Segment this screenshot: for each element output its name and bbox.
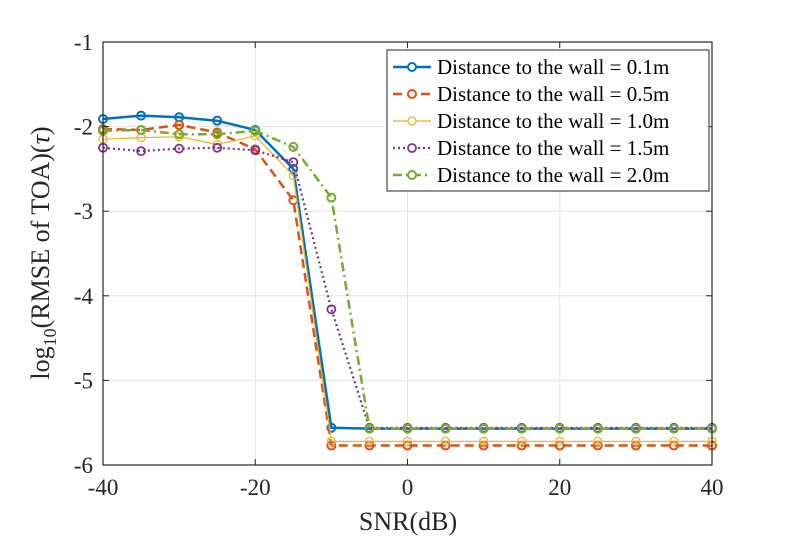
y-tick-label: -5 bbox=[74, 368, 93, 393]
data-point bbox=[440, 436, 451, 446]
legend-label: Distance to the wall = 0.1m bbox=[437, 55, 669, 79]
y-tick-label: -3 bbox=[74, 199, 93, 224]
y-axis-label-main: (RMSE of TOA)( bbox=[26, 144, 55, 328]
data-point bbox=[593, 436, 603, 446]
legend-entry: Distance to the wall = 0.5m bbox=[393, 82, 669, 106]
legend-entry: Distance to the wall = 1.5m bbox=[393, 136, 669, 160]
data-point bbox=[364, 436, 375, 446]
data-point bbox=[479, 436, 489, 446]
data-point bbox=[478, 423, 489, 434]
plot-series bbox=[98, 110, 717, 451]
data-point bbox=[555, 436, 565, 446]
y-tick-label: -1 bbox=[74, 30, 93, 55]
data-point bbox=[668, 423, 679, 434]
legend-entry: Distance to the wall = 2.0m bbox=[393, 163, 669, 187]
legend-marker bbox=[407, 170, 417, 180]
legend-marker bbox=[407, 116, 417, 126]
data-point bbox=[631, 436, 641, 446]
data-point bbox=[250, 125, 261, 136]
legend-marker bbox=[407, 143, 417, 153]
data-point bbox=[136, 146, 146, 157]
y-axis-label-subscript: 10 bbox=[40, 328, 60, 346]
x-axis-label: SNR(dB) bbox=[359, 507, 457, 536]
data-point bbox=[174, 143, 185, 154]
data-point bbox=[136, 124, 147, 135]
y-tick-label: -2 bbox=[74, 115, 93, 140]
data-point bbox=[288, 141, 299, 152]
series-line bbox=[102, 135, 712, 442]
series-5 bbox=[98, 124, 717, 434]
data-point bbox=[212, 139, 222, 149]
data-point bbox=[212, 142, 223, 153]
x-tick-label: -20 bbox=[240, 475, 271, 500]
legend-label: Distance to the wall = 1.5m bbox=[437, 136, 669, 160]
data-point bbox=[402, 436, 413, 446]
legend: Distance to the wall = 0.1m Distance to t… bbox=[386, 49, 710, 192]
data-point bbox=[440, 423, 451, 434]
y-tick-label: -4 bbox=[74, 284, 94, 309]
data-point bbox=[516, 423, 527, 434]
data-point bbox=[517, 436, 527, 446]
data-point bbox=[326, 304, 337, 315]
legend-label: Distance to the wall = 2.0m bbox=[437, 163, 669, 187]
data-point bbox=[669, 436, 679, 446]
data-point bbox=[326, 192, 337, 203]
series-line bbox=[102, 123, 712, 447]
data-point bbox=[326, 436, 336, 446]
x-tick-label: 20 bbox=[548, 475, 571, 500]
series-line bbox=[102, 146, 712, 429]
x-tick-label: 40 bbox=[701, 475, 724, 500]
data-point bbox=[212, 129, 223, 140]
legend-box bbox=[386, 49, 710, 192]
data-point bbox=[136, 110, 147, 121]
axis-ticks: -40 -20 0 20 40 -1 -2 -3 -4 -5 -6 bbox=[74, 30, 724, 500]
legend-entry: Distance to the wall = 0.1m bbox=[393, 55, 669, 79]
data-point bbox=[174, 129, 185, 140]
y-axis-label-tau: τ bbox=[26, 133, 55, 144]
legend-marker bbox=[407, 89, 417, 99]
y-axis-label-log: log bbox=[26, 346, 55, 379]
data-point bbox=[174, 119, 185, 130]
data-point bbox=[212, 115, 223, 126]
legend-label: Distance to the wall = 0.5m bbox=[437, 82, 669, 106]
legend-label: Distance to the wall = 1.0m bbox=[437, 109, 669, 133]
y-tick-label: -6 bbox=[74, 453, 93, 478]
data-point bbox=[364, 423, 375, 434]
data-point bbox=[592, 423, 603, 434]
series-line bbox=[102, 128, 712, 430]
legend-marker bbox=[407, 62, 417, 72]
x-tick-label: -40 bbox=[88, 475, 119, 500]
data-point bbox=[326, 422, 337, 433]
data-point bbox=[554, 423, 565, 434]
data-point bbox=[402, 423, 413, 434]
data-point bbox=[288, 157, 299, 168]
x-tick-label: 0 bbox=[402, 475, 414, 500]
y-axis-label: log10(RMSE of TOA)(τ) bbox=[26, 126, 60, 379]
data-point bbox=[250, 145, 261, 156]
legend-entry: Distance to the wall = 1.0m bbox=[393, 109, 669, 133]
y-axis-label-close: ) bbox=[26, 126, 55, 135]
data-point bbox=[630, 423, 641, 434]
